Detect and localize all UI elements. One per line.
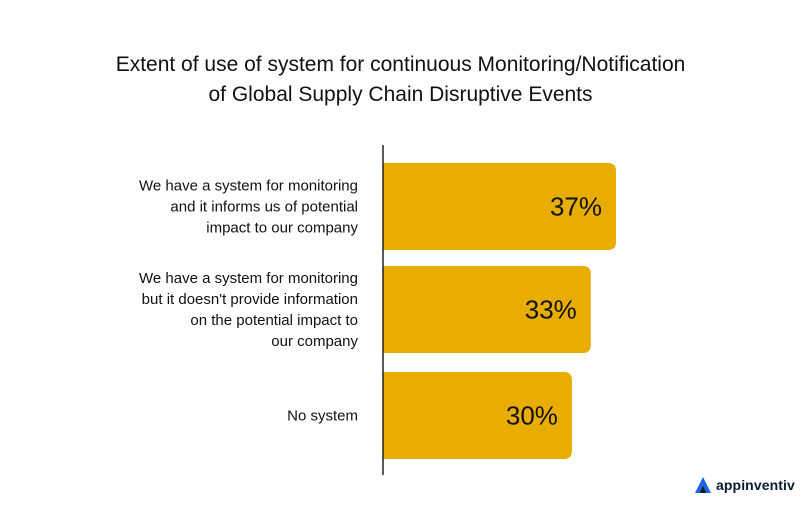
chart-title: Extent of use of system for continuous M… bbox=[0, 50, 801, 110]
category-label-3: No system bbox=[287, 408, 358, 425]
appinventiv-logo-icon bbox=[695, 477, 711, 493]
brand-name: appinventiv bbox=[716, 477, 795, 493]
brand-logo: appinventiv bbox=[694, 476, 795, 494]
bar-2 bbox=[383, 266, 591, 353]
chart-title-line-2: of Global Supply Chain Disruptive Events bbox=[208, 83, 593, 106]
data-label-1: 37% bbox=[550, 192, 602, 222]
category-label-2: We have a system for monitoring but it do… bbox=[139, 270, 358, 350]
category-label-1: We have a system for monitoring and it in… bbox=[139, 178, 358, 237]
bar-3 bbox=[383, 372, 572, 459]
bar-1 bbox=[383, 163, 616, 250]
chart-title-line-1: Extent of use of system for continuous M… bbox=[115, 53, 686, 76]
data-label-2: 33% bbox=[525, 295, 577, 325]
data-label-3: 30% bbox=[506, 401, 558, 431]
